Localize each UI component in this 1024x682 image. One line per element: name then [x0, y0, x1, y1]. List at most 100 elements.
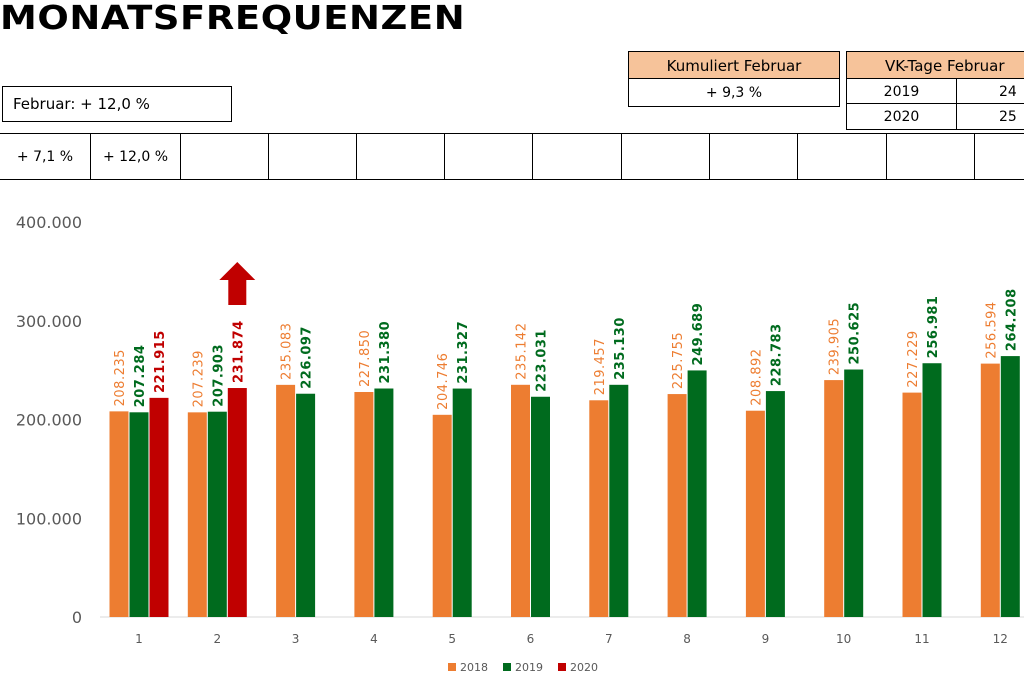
februar-box: Februar: + 12,0 %: [2, 86, 232, 122]
monthly-change-cell: + 12,0 %: [91, 134, 181, 179]
x-tick-label: 11: [914, 632, 929, 646]
data-label: 208.235: [113, 349, 128, 406]
bar-2018: [511, 384, 530, 617]
y-tick-label: 100.000: [16, 509, 82, 528]
data-label: 221.915: [153, 330, 168, 393]
data-label: 231.380: [378, 321, 393, 384]
vk-tage-header-cell: VK-Tage Februar: [846, 51, 1024, 80]
vk-tage-days: 25: [999, 108, 1017, 125]
monthly-change-cell: [798, 134, 887, 179]
monthly-change-cell: [533, 134, 622, 179]
vk-tage-row: 2019 24: [846, 78, 1024, 105]
data-label: 227.229: [906, 330, 921, 387]
monthly-change-cell: [269, 134, 357, 179]
data-label: 219.457: [593, 338, 608, 395]
bar-2019: [765, 391, 785, 617]
legend-label: 2018: [460, 661, 488, 674]
kumuliert-header-cell: Kumuliert Februar: [628, 51, 840, 80]
kumuliert-value-cell: + 9,3 %: [628, 78, 840, 107]
x-tick-label: 4: [370, 632, 378, 646]
data-label: 256.981: [926, 296, 941, 359]
kumuliert-value: + 9,3 %: [705, 84, 763, 101]
data-label: 226.097: [300, 326, 315, 389]
x-tick-label: 10: [836, 632, 851, 646]
monthly-change-cell: [975, 134, 1024, 179]
vk-tage-year: 2019: [847, 79, 957, 104]
data-label: 231.327: [456, 321, 471, 384]
monthly-change-row: + 7,1 % + 12,0 %: [0, 133, 1024, 180]
x-tick-label: 12: [993, 632, 1008, 646]
bar-2019: [207, 411, 227, 617]
bar-2018: [667, 394, 687, 617]
bar-2019: [844, 369, 864, 617]
data-label: 235.130: [613, 317, 628, 380]
monthly-change-cell: [887, 134, 975, 179]
bar-2018: [980, 363, 1000, 617]
x-tick-label: 3: [292, 632, 300, 646]
kumuliert-header: Kumuliert Februar: [666, 56, 802, 75]
y-tick-label: 200.000: [16, 411, 82, 430]
data-label: 250.625: [848, 302, 863, 365]
data-label: 207.903: [211, 344, 226, 407]
monthly-change-cell: [445, 134, 533, 179]
bar-2019: [531, 396, 550, 617]
up-arrow-icon: [219, 262, 256, 305]
data-label: 256.594: [984, 301, 999, 358]
vk-tage-row: 2020 25: [846, 103, 1024, 130]
monthly-change-cell: [622, 134, 710, 179]
x-tick-label: 1: [135, 632, 143, 646]
bar-2019: [296, 393, 316, 617]
data-label: 204.746: [436, 353, 451, 410]
bar-2019: [452, 388, 472, 617]
data-label: 235.083: [280, 323, 295, 380]
bar-2018: [589, 400, 609, 617]
bar-2019: [922, 363, 942, 617]
monthly-change-cell: + 7,1 %: [0, 134, 91, 179]
legend-swatch: [558, 663, 566, 671]
x-tick-label: 5: [448, 632, 456, 646]
bar-2018: [432, 414, 452, 617]
y-tick-label: 400.000: [16, 213, 82, 232]
bar-2019: [129, 412, 149, 617]
data-label: 223.031: [535, 329, 550, 392]
bar-2020: [149, 397, 169, 617]
x-tick-label: 8: [683, 632, 691, 646]
data-label: 264.208: [1004, 288, 1019, 351]
bar-2019: [687, 370, 707, 617]
data-label: 249.689: [691, 303, 706, 366]
data-label: 235.142: [515, 323, 530, 380]
monthly-change-cell: [181, 134, 269, 179]
legend-swatch: [503, 663, 511, 671]
vk-tage-year: 2020: [847, 104, 957, 129]
bar-2018: [109, 411, 129, 617]
data-label: 231.874: [231, 320, 246, 383]
y-tick-label: 300.000: [16, 312, 82, 331]
vk-tage-header: VK-Tage Februar: [885, 56, 1005, 75]
data-label: 239.905: [828, 318, 843, 375]
bar-2018: [354, 391, 374, 617]
legend-label: 2019: [515, 661, 543, 674]
bar-2018: [824, 380, 844, 617]
data-label: 228.783: [769, 323, 784, 386]
x-tick-label: 2: [213, 632, 221, 646]
legend-swatch: [448, 663, 456, 671]
y-tick-label: 0: [72, 608, 82, 627]
x-tick-label: 7: [605, 632, 613, 646]
data-label: 225.755: [671, 332, 686, 389]
legend-label: 2020: [570, 661, 598, 674]
x-tick-label: 6: [527, 632, 535, 646]
data-label: 207.239: [191, 350, 206, 407]
bar-2019: [1000, 356, 1020, 617]
x-tick-label: 9: [762, 632, 770, 646]
vk-tage-days: 24: [999, 83, 1017, 100]
data-label: 207.284: [133, 345, 148, 408]
bar-2018: [187, 412, 207, 617]
februar-change: Februar: + 12,0 %: [13, 95, 150, 113]
data-label: 227.850: [358, 330, 373, 387]
bar-2018: [276, 384, 296, 617]
bar-2019: [609, 384, 629, 617]
bar-2018: [745, 410, 765, 617]
monthly-change-cell: [710, 134, 798, 179]
bar-2019: [374, 388, 394, 617]
monthly-frequency-chart: 0 100.000 200.000 300.000 400.000 208.235 207.…: [16, 213, 1024, 674]
